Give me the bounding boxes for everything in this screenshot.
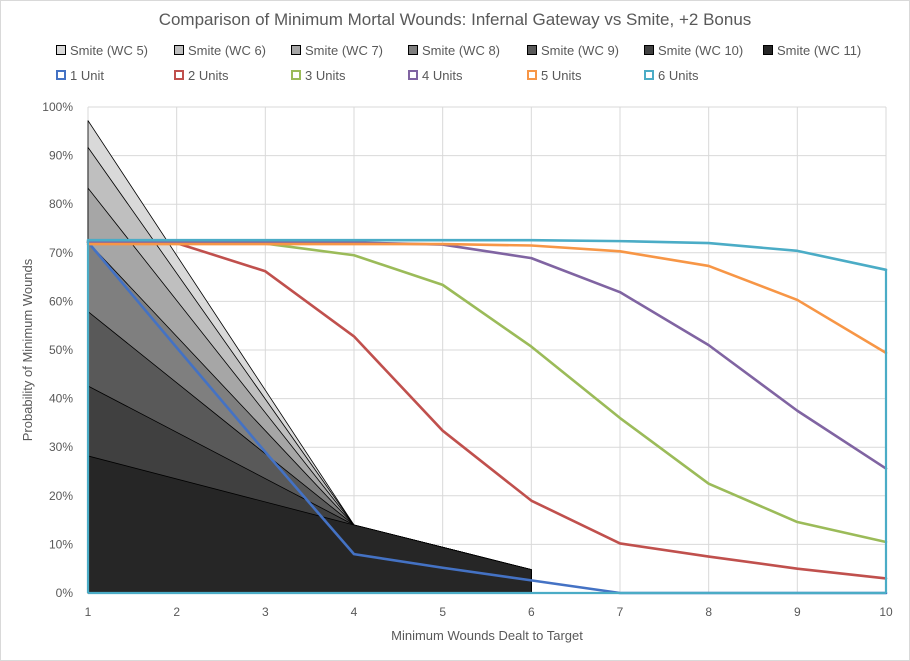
legend-item-smite-7: Smite (WC 11) <box>763 40 861 60</box>
x-tick-label: 3 <box>262 605 269 619</box>
legend-swatch <box>763 45 773 55</box>
legend-swatch <box>408 45 418 55</box>
chart-title: Comparison of Minimum Mortal Wounds: Inf… <box>158 10 752 29</box>
legend-swatch <box>527 45 537 55</box>
legend-item-smite-1: Smite (WC 5) <box>56 40 148 60</box>
x-tick-label: 4 <box>351 605 358 619</box>
legend-swatch <box>174 45 184 55</box>
legend-label: Smite (WC 5) <box>70 42 148 58</box>
x-tick-label: 9 <box>794 605 801 619</box>
y-tick-label: 60% <box>49 294 73 308</box>
y-tick-label: 100% <box>42 100 73 114</box>
legend-label: Smite (WC 10) <box>658 42 744 58</box>
legend-label: Smite (WC 11) <box>777 42 862 58</box>
y-axis-title: Probability of Minimum Wounds <box>20 258 35 441</box>
legend-item-unit-2: 2 Units <box>174 65 228 85</box>
legend-swatch <box>408 70 418 80</box>
unit-line-6 <box>86 238 888 272</box>
legend-item-smite-2: Smite (WC 6) <box>174 40 266 60</box>
legend-swatch <box>644 45 654 55</box>
legend-swatch <box>291 45 301 55</box>
tick-labels: 0% 10% 20% 30% 40% 50% 60% 70% 80% 90% 100% 1 2 3 4 5 6 7… <box>42 100 893 619</box>
y-tick-label: 70% <box>49 246 73 260</box>
legend-swatch <box>291 70 301 80</box>
legend-item-unit-3: 3 Units <box>291 65 345 85</box>
legend-label: Smite (WC 8) <box>422 42 500 58</box>
x-tick-label: 1 <box>85 605 92 619</box>
legend-label: 3 Units <box>305 67 346 83</box>
legend-item-unit-5: 5 Units <box>527 65 581 85</box>
x-tick-label: 7 <box>617 605 624 619</box>
legend-item-smite-6: Smite (WC 10) <box>644 40 743 60</box>
legend-item-smite-5: Smite (WC 9) <box>527 40 619 60</box>
legend-label: 1 Unit <box>70 67 104 83</box>
x-tick-label: 8 <box>705 605 712 619</box>
legend-label: Smite (WC 7) <box>305 42 383 58</box>
legend-swatch <box>527 70 537 80</box>
legend-swatch <box>56 70 66 80</box>
legend-swatch <box>644 70 654 80</box>
y-tick-label: 40% <box>49 392 73 406</box>
legend-item-smite-3: Smite (WC 7) <box>291 40 383 60</box>
legend-label: 6 Units <box>658 67 699 83</box>
y-tick-label: 10% <box>49 537 73 551</box>
x-tick-label: 6 <box>528 605 535 619</box>
legend-label: 4 Units <box>422 67 463 83</box>
x-axis-title: Minimum Wounds Dealt to Target <box>391 628 583 643</box>
y-tick-label: 0% <box>56 586 74 600</box>
legend-label: Smite (WC 9) <box>541 42 619 58</box>
y-tick-label: 80% <box>49 197 73 211</box>
smite-areas <box>87 120 532 594</box>
legend-label: 2 Units <box>188 67 229 83</box>
unit-line-5 <box>86 242 888 355</box>
legend-label: 5 Units <box>541 67 582 83</box>
legend-swatch <box>56 45 66 55</box>
y-tick-label: 20% <box>49 489 73 503</box>
unit-line-2 <box>86 240 888 580</box>
x-tick-label: 5 <box>439 605 446 619</box>
y-tick-label: 50% <box>49 343 73 357</box>
x-tick-label: 10 <box>879 605 893 619</box>
legend-item-unit-6: 6 Units <box>644 65 698 85</box>
legend-item-unit-1: 1 Unit <box>56 65 104 85</box>
legend-swatch <box>174 70 184 80</box>
unit-line-4 <box>86 240 888 470</box>
x-tick-label: 2 <box>173 605 180 619</box>
y-tick-label: 30% <box>49 440 73 454</box>
y-tick-label: 90% <box>49 149 73 163</box>
legend-item-unit-4: 4 Units <box>408 65 462 85</box>
unit-lines <box>86 238 888 595</box>
legend-label: Smite (WC 6) <box>188 42 266 58</box>
legend-item-smite-4: Smite (WC 8) <box>408 40 500 60</box>
